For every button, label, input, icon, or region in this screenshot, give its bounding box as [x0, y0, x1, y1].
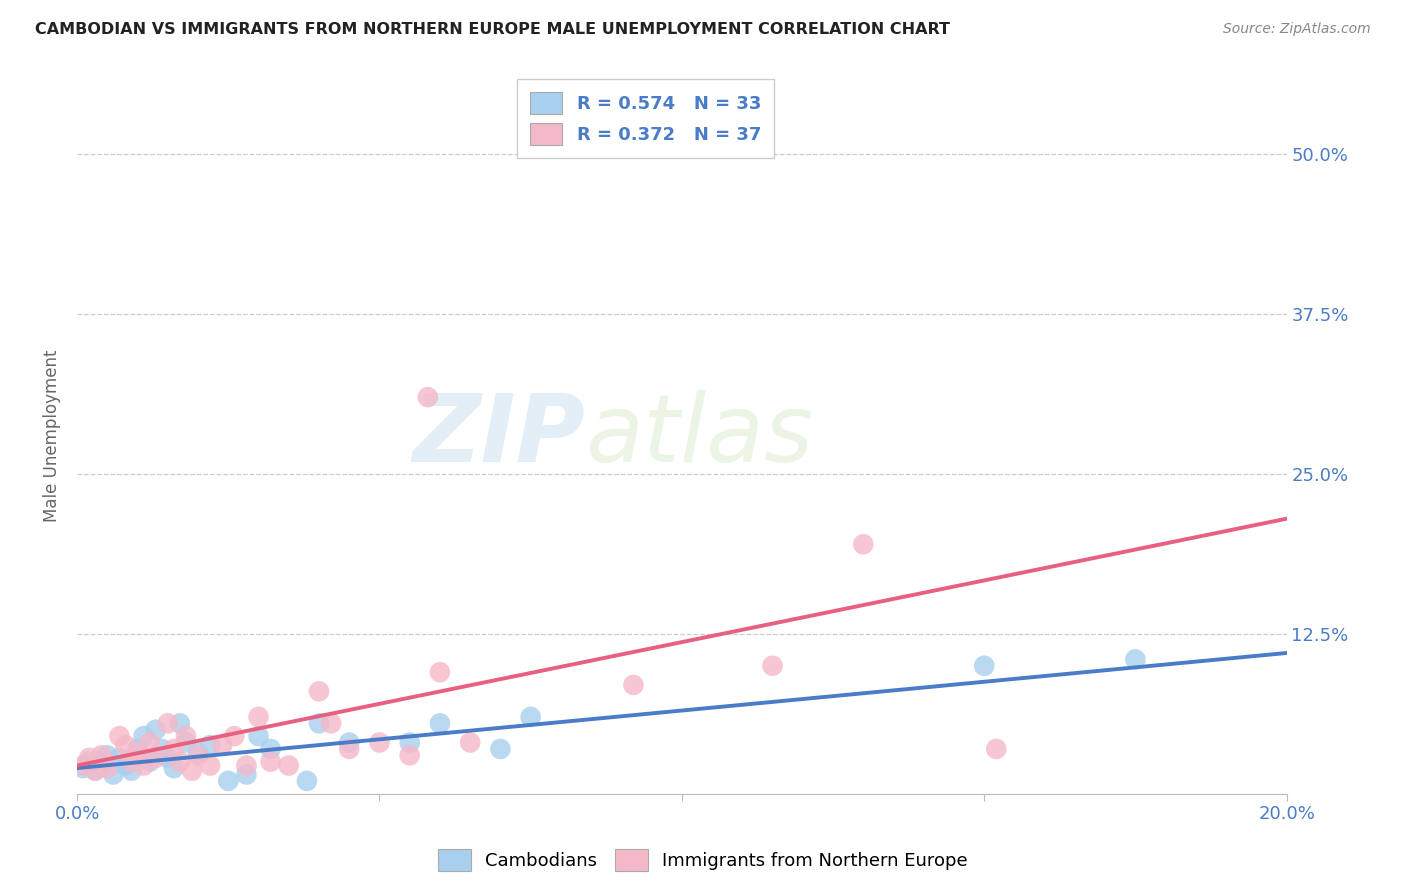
Text: Source: ZipAtlas.com: Source: ZipAtlas.com [1223, 22, 1371, 37]
Point [174, 729, 197, 743]
Y-axis label: Male Unemployment: Male Unemployment [44, 350, 60, 522]
Point [235, 758, 257, 772]
Point [235, 767, 257, 781]
Point [108, 751, 131, 765]
Point [368, 735, 391, 749]
Point [90, 758, 112, 772]
Point [308, 716, 330, 731]
Point [72, 758, 94, 772]
Point [163, 761, 186, 775]
Point [96, 748, 118, 763]
Point [72, 761, 94, 775]
Point [174, 735, 197, 749]
Point [198, 738, 221, 752]
Point [156, 716, 179, 731]
Point [458, 735, 481, 749]
Point [103, 767, 125, 781]
Point [217, 773, 239, 788]
Point [114, 738, 136, 752]
Point [259, 755, 281, 769]
Point [295, 773, 318, 788]
Point [127, 746, 149, 760]
Point [319, 716, 342, 731]
Point [416, 390, 439, 404]
Point [247, 710, 270, 724]
Point [986, 742, 1008, 756]
Point [84, 764, 107, 778]
Point [198, 758, 221, 772]
Point [187, 748, 209, 763]
Point [337, 735, 360, 749]
Point [121, 764, 143, 778]
Point [127, 742, 149, 756]
Point [308, 684, 330, 698]
Point [337, 742, 360, 756]
Point [973, 658, 995, 673]
Point [187, 746, 209, 760]
Point [145, 723, 167, 737]
Point [429, 665, 451, 680]
Point [852, 537, 875, 551]
Point [398, 748, 420, 763]
Point [169, 755, 191, 769]
Point [398, 735, 420, 749]
Legend: R = 0.574   N = 33, R = 0.372   N = 37: R = 0.574 N = 33, R = 0.372 N = 37 [517, 79, 773, 158]
Point [90, 748, 112, 763]
Point [247, 729, 270, 743]
Point [211, 738, 233, 752]
Point [259, 742, 281, 756]
Point [96, 761, 118, 775]
Point [181, 764, 204, 778]
Text: ZIP: ZIP [412, 390, 585, 482]
Text: CAMBODIAN VS IMMIGRANTS FROM NORTHERN EUROPE MALE UNEMPLOYMENT CORRELATION CHART: CAMBODIAN VS IMMIGRANTS FROM NORTHERN EU… [35, 22, 950, 37]
Point [519, 710, 541, 724]
Point [163, 742, 186, 756]
Point [77, 751, 100, 765]
Point [108, 729, 131, 743]
Point [132, 729, 155, 743]
Point [132, 758, 155, 772]
Point [623, 678, 645, 692]
Point [114, 758, 136, 772]
Point [1125, 652, 1147, 666]
Point [489, 742, 512, 756]
Point [138, 735, 160, 749]
Text: atlas: atlas [585, 390, 813, 481]
Point [429, 716, 451, 731]
Point [138, 755, 160, 769]
Point [121, 755, 143, 769]
Point [145, 751, 167, 765]
Point [156, 751, 179, 765]
Point [150, 742, 173, 756]
Point [77, 755, 100, 769]
Point [761, 658, 783, 673]
Point [224, 729, 246, 743]
Point [169, 716, 191, 731]
Point [277, 758, 299, 772]
Point [84, 764, 107, 778]
Legend: Cambodians, Immigrants from Northern Europe: Cambodians, Immigrants from Northern Eur… [432, 842, 974, 879]
